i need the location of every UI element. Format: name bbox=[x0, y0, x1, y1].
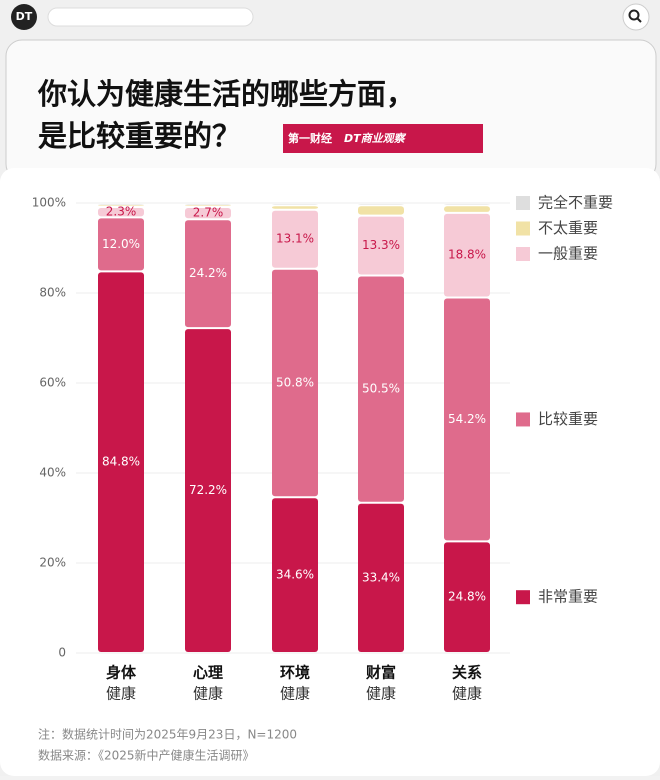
x-tick-label: 健康 bbox=[366, 685, 396, 703]
value-label: 2.7% bbox=[193, 206, 224, 220]
note: 数据来源：《2025新中产健康生活调研》 bbox=[38, 748, 255, 763]
bar-segment bbox=[272, 204, 318, 205]
bar-segment bbox=[185, 204, 231, 205]
x-tick-label: 健康 bbox=[106, 685, 136, 703]
value-label: 50.5% bbox=[362, 382, 400, 396]
chart-title: 是比较重要的？ bbox=[38, 119, 241, 153]
bar-segment bbox=[358, 206, 404, 215]
bar-segment bbox=[444, 204, 490, 205]
chart-title: 你认为健康生活的哪些方面， bbox=[37, 77, 415, 111]
x-tick-label: 健康 bbox=[452, 685, 482, 703]
x-tick-label: 心理 bbox=[193, 664, 223, 682]
x-tick-label: 健康 bbox=[280, 685, 310, 703]
y-tick-label: 60% bbox=[39, 376, 66, 390]
logo-icon[interactable] bbox=[11, 4, 37, 30]
y-tick-label: 80% bbox=[39, 286, 66, 300]
legend-swatch bbox=[516, 412, 530, 427]
value-label: 24.8% bbox=[448, 590, 486, 604]
value-label: 50.8% bbox=[276, 376, 314, 390]
note: 注：数据统计时间为2025年9月23日，N=1200 bbox=[38, 727, 297, 742]
legend-label: 不太重要 bbox=[538, 219, 598, 237]
x-tick-label: 身体 bbox=[106, 664, 137, 682]
search-button[interactable] bbox=[622, 3, 650, 31]
value-label: 24.2% bbox=[189, 266, 227, 280]
legend-swatch bbox=[516, 247, 530, 261]
legend-label: 非常重要 bbox=[538, 588, 598, 606]
y-tick-label: 0 bbox=[58, 646, 66, 660]
bar-segment bbox=[444, 206, 490, 212]
bar-segment bbox=[272, 498, 318, 652]
x-tick-label: 环境 bbox=[280, 664, 310, 682]
x-tick-label: 关系 bbox=[452, 664, 482, 682]
brand-badge bbox=[283, 124, 483, 153]
value-label: 13.3% bbox=[362, 238, 400, 252]
bar-segment bbox=[98, 205, 144, 207]
value-label: 72.2% bbox=[189, 483, 227, 497]
legend-swatch bbox=[516, 196, 530, 210]
bar-segment bbox=[185, 208, 231, 219]
value-label: 2.3% bbox=[106, 205, 137, 219]
y-tick-label: 100% bbox=[32, 196, 66, 210]
bar-segment bbox=[358, 276, 404, 502]
legend-label: 完全不重要 bbox=[538, 194, 613, 212]
bar-segment bbox=[185, 220, 231, 328]
legend-label: 比较重要 bbox=[538, 410, 598, 428]
value-label: 33.4% bbox=[362, 570, 400, 584]
value-label: 34.6% bbox=[276, 568, 314, 582]
legend-label: 一般重要 bbox=[538, 245, 598, 263]
bar-segment bbox=[98, 218, 144, 271]
search-box[interactable] bbox=[47, 7, 254, 27]
bar-segment bbox=[358, 503, 404, 652]
bar-segment bbox=[444, 298, 490, 541]
bar-segment bbox=[185, 205, 231, 207]
search-glyph bbox=[636, 17, 642, 23]
value-label: 54.2% bbox=[448, 412, 486, 426]
bar-segment bbox=[98, 204, 144, 205]
legend-swatch bbox=[516, 590, 530, 605]
search-glyph bbox=[628, 9, 640, 21]
chart-card bbox=[0, 168, 660, 776]
x-tick-label: 健康 bbox=[193, 685, 223, 703]
bar-segment bbox=[272, 269, 318, 497]
legend-swatch bbox=[516, 221, 530, 236]
bar-segment bbox=[185, 329, 231, 652]
bar-segment bbox=[98, 272, 144, 652]
bar-segment bbox=[272, 210, 318, 268]
y-tick-label: 40% bbox=[39, 466, 66, 480]
brand: 第一财经 bbox=[288, 131, 332, 145]
bar-segment bbox=[98, 208, 144, 217]
bar-segment bbox=[444, 213, 490, 297]
brand: DT商业观察 bbox=[344, 132, 407, 145]
bar-segment bbox=[358, 204, 404, 205]
x-tick-label: 财富 bbox=[366, 664, 396, 682]
value-label: 18.8% bbox=[448, 248, 486, 262]
value-label: 13.1% bbox=[276, 232, 314, 246]
value-label: 84.8% bbox=[102, 455, 140, 469]
y-tick-label: 20% bbox=[39, 556, 66, 570]
bar-segment bbox=[358, 216, 404, 275]
logo-text: DT bbox=[16, 10, 33, 23]
value-label: 12.0% bbox=[102, 237, 140, 251]
bar-segment bbox=[272, 206, 318, 209]
bar-segment bbox=[444, 542, 490, 652]
